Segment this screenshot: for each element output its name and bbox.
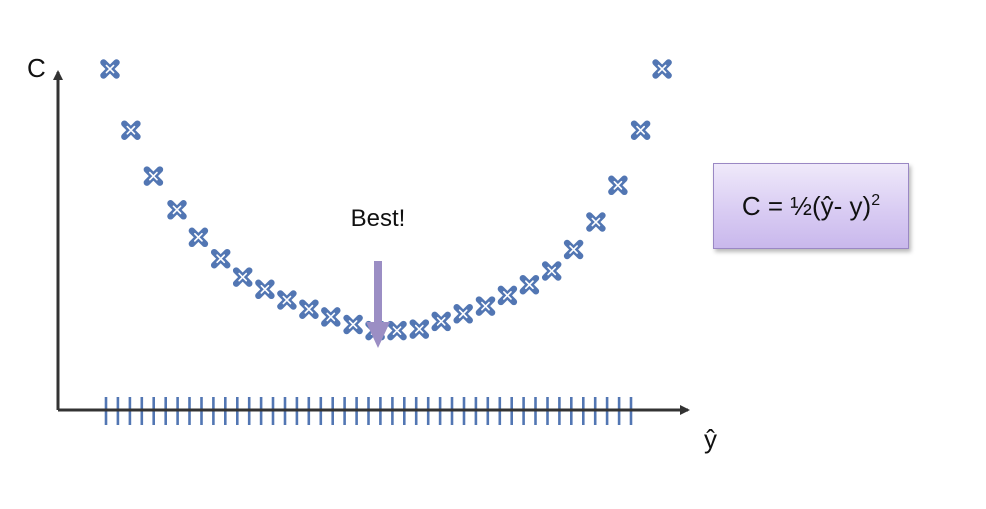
cost-formula-main: C = ½(ŷ- y) (741, 190, 872, 221)
x-axis-label: ŷ (704, 424, 717, 454)
cost-formula-exponent: 2 (871, 191, 881, 209)
data-point (167, 200, 187, 220)
best-arrow-head (366, 322, 390, 348)
data-point (652, 59, 672, 79)
data-point (343, 314, 363, 335)
data-point (453, 304, 473, 324)
data-point (586, 212, 606, 232)
data-point (431, 311, 451, 332)
best-annotation-label: Best! (351, 205, 406, 232)
data-point (475, 296, 496, 316)
y-axis-label: C (27, 53, 46, 83)
data-point (541, 261, 562, 281)
data-point (321, 307, 341, 327)
data-point (277, 290, 297, 310)
data-point (255, 279, 275, 300)
data-point (387, 320, 407, 341)
data-points (100, 59, 672, 341)
data-point (299, 299, 319, 319)
data-point (563, 239, 584, 260)
data-point (121, 120, 141, 140)
cost-formula-box: C = ½(ŷ- y)2 (713, 163, 909, 249)
data-point (210, 248, 231, 269)
data-point (608, 175, 628, 196)
best-arrow (366, 261, 390, 348)
data-point (100, 59, 120, 79)
best-arrow-shaft (374, 261, 382, 323)
cost-formula: C = ½(ŷ- y)2 (742, 191, 880, 222)
data-point (630, 120, 651, 140)
data-point (497, 285, 518, 306)
data-point (188, 227, 209, 248)
data-point (519, 274, 540, 295)
data-point (409, 319, 430, 339)
data-point (232, 267, 253, 287)
data-point (143, 166, 164, 186)
